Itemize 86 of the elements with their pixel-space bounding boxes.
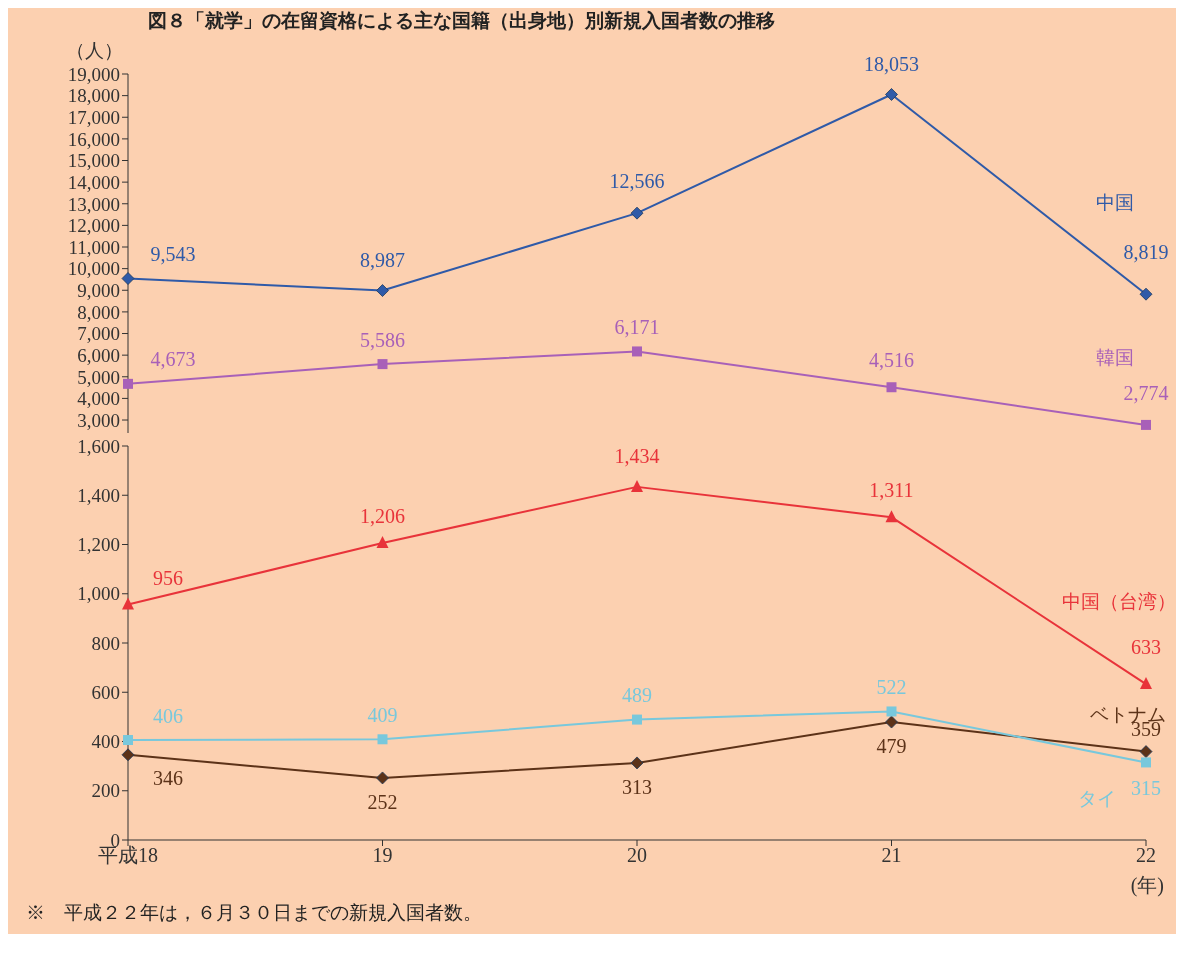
data-label: 18,053 — [864, 53, 919, 76]
data-label: 1,434 — [614, 445, 660, 468]
chart-title: 図８「就学」の在留資格による主な国籍（出身地）別新規入国者数の推移 — [147, 8, 776, 33]
data-label: 2,774 — [1123, 381, 1169, 404]
point — [886, 382, 897, 393]
y-tick-label: 10,000 — [67, 258, 120, 280]
series-label: 中国（台湾） — [1062, 591, 1176, 613]
point — [632, 714, 642, 725]
data-label: 8,819 — [1123, 240, 1169, 263]
series-label: 中国 — [1096, 191, 1134, 213]
data-label: 313 — [622, 775, 652, 798]
y-tick-label: 17,000 — [67, 107, 120, 128]
data-label: 956 — [153, 567, 183, 590]
y-tick-label: 16,000 — [67, 128, 120, 150]
point — [376, 284, 389, 297]
y-tick-label: 14,000 — [67, 171, 120, 193]
point — [631, 479, 643, 492]
y-tick-label: 19,000 — [67, 63, 120, 85]
y-tick-label: 1,600 — [77, 435, 120, 457]
data-label: 1,311 — [869, 478, 914, 501]
data-label: 4,673 — [150, 348, 196, 371]
y-tick-label: 15,000 — [67, 150, 120, 172]
data-label: 252 — [367, 790, 398, 813]
data-label: 346 — [153, 767, 183, 790]
y-tick-label: 4,000 — [77, 388, 120, 410]
y-tick-label: 13,000 — [67, 193, 120, 215]
y-tick-label: 1,000 — [77, 583, 120, 605]
data-label: 5,586 — [360, 328, 405, 351]
point — [377, 359, 388, 370]
point — [121, 272, 135, 285]
data-label: 633 — [1131, 635, 1161, 658]
y-tick-label: 6,000 — [77, 344, 120, 366]
point — [1141, 757, 1151, 768]
point — [886, 706, 897, 717]
y-tick-label: 5,000 — [77, 366, 120, 388]
x-tick-label: 19 — [372, 844, 393, 867]
point — [1139, 287, 1153, 301]
point — [885, 88, 898, 101]
point — [885, 510, 898, 523]
data-label: 522 — [876, 676, 907, 699]
y-tick-label: 200 — [91, 780, 120, 802]
y-tick-label: 18,000 — [67, 85, 120, 107]
y-tick-label: 1,400 — [77, 484, 120, 506]
x-axis-title: (年) — [1129, 874, 1165, 896]
y-tick-label: 7,000 — [77, 323, 120, 345]
y-tick-label: 12,000 — [67, 215, 120, 237]
point — [630, 756, 644, 770]
point — [376, 536, 389, 549]
y-tick-label: 800 — [91, 632, 120, 654]
text: ※ 平成２２年は，６月３０日までの新規入国者数。 — [25, 901, 483, 925]
data-label: 9,543 — [150, 243, 196, 266]
y-tick-label: 400 — [91, 731, 120, 753]
point — [1140, 677, 1152, 690]
text: 韓国 — [1096, 347, 1134, 369]
x-tick-label: 21 — [881, 844, 902, 867]
y-tick-label: 600 — [91, 681, 120, 703]
y-tick-label: 3,000 — [77, 409, 120, 431]
point — [121, 748, 135, 762]
series-label: タイ — [1078, 787, 1116, 809]
point — [122, 597, 134, 610]
point — [632, 346, 642, 357]
y-axis-title: （人） — [66, 39, 123, 63]
data-label: 12,566 — [609, 169, 665, 192]
y-tick-label: 1,200 — [77, 534, 120, 556]
data-label: 6,171 — [614, 316, 660, 339]
data-label: 489 — [622, 684, 652, 707]
point — [377, 734, 388, 745]
point — [376, 771, 389, 785]
point — [123, 378, 133, 389]
y-tick-label: 8,000 — [77, 301, 120, 323]
point — [630, 206, 644, 220]
data-label: 315 — [1131, 777, 1161, 800]
x-tick-label: 20 — [627, 844, 647, 867]
data-label: 406 — [153, 704, 183, 727]
point — [885, 715, 898, 729]
data-label: 479 — [876, 734, 907, 757]
point — [1141, 419, 1151, 430]
data-label: 4,516 — [869, 348, 914, 371]
data-label: 1,206 — [360, 504, 405, 527]
x-tick-label: 22 — [1136, 844, 1156, 867]
y-tick-label: 11,000 — [68, 236, 120, 258]
y-tick-label: 9,000 — [77, 280, 120, 302]
point — [123, 735, 133, 746]
point — [1139, 745, 1153, 758]
data-label: 8,987 — [360, 249, 405, 272]
data-label: 409 — [367, 703, 398, 726]
